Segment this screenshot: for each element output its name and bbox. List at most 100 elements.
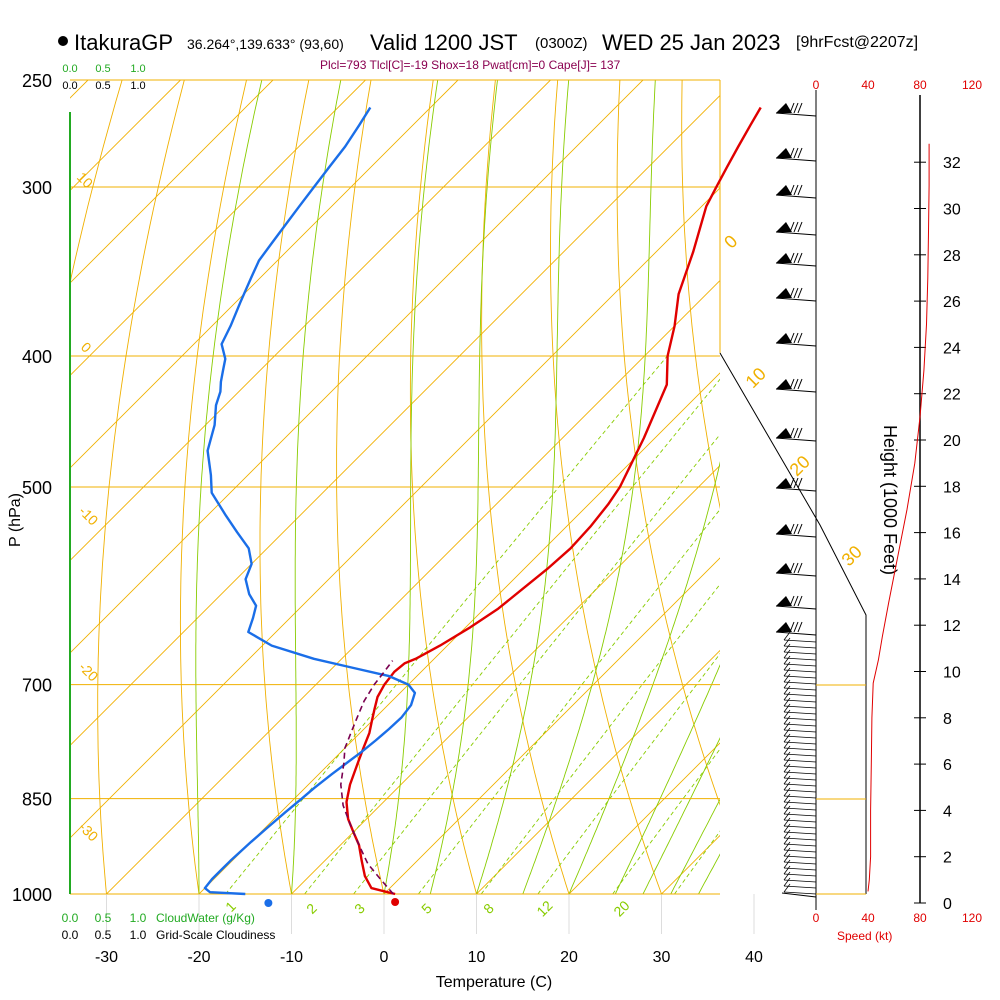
dry-adiabat — [616, 80, 720, 806]
wind-barb-low — [783, 879, 817, 883]
wind-barb-low — [783, 831, 817, 835]
height-tick-label: 24 — [943, 340, 961, 357]
wind-barb-flag — [789, 562, 795, 574]
wind-barb-pennant — [776, 222, 792, 232]
wind-barb-flag — [789, 252, 795, 264]
wind-barb-low-flag — [783, 877, 791, 887]
dry-adiabat — [409, 80, 477, 894]
wind-barb-low-flag — [783, 721, 791, 731]
wind-barb-flag — [797, 147, 803, 159]
wind-barb-low — [783, 747, 817, 751]
temperature-tick-label: 10 — [468, 949, 486, 966]
wind-barb-flag — [789, 184, 795, 196]
mixing-ratio-label: 3 — [351, 900, 368, 917]
cloudwater-scale-top: 0.0 — [62, 63, 77, 75]
height-axis-title: Height (1000 Feet) — [880, 425, 900, 575]
height-tick-label: 4 — [943, 803, 952, 820]
wind-barb-pennant — [776, 103, 792, 113]
wind-barb-pennant — [776, 185, 792, 195]
wind-barb-low — [783, 759, 817, 763]
dry-adiabat-label: 10 — [74, 169, 96, 191]
wind-barb-low-flag — [783, 631, 791, 641]
speed-axis-title: Speed (kt) — [837, 929, 892, 943]
wind-barb-low-flag — [783, 757, 791, 767]
wind-panel-outline — [719, 352, 867, 894]
station-coords: 36.264°,139.633° (93,60) — [187, 36, 344, 52]
dry-adiabat — [681, 80, 720, 510]
wind-barb-flag — [797, 562, 803, 574]
parcel-line — [339, 660, 394, 895]
wind-barb-flag — [793, 378, 799, 390]
wind-barb-low — [783, 729, 817, 733]
wind-barb-flag — [789, 378, 795, 390]
wind-barb-flag — [789, 332, 795, 344]
wind-barb-low-flag — [783, 751, 791, 761]
wind-barb-low — [783, 849, 817, 853]
wind-barb-shaft — [775, 194, 817, 199]
wind-barb-low-flag — [783, 709, 791, 719]
wind-barb-flag — [793, 184, 799, 196]
speed-tick-bottom: 120 — [962, 911, 982, 925]
wind-barb-flag — [793, 595, 799, 607]
cloudiness-scale-bottom: 1.0 — [130, 928, 147, 942]
cloudwater-scale-bottom: 0.0 — [62, 911, 79, 925]
wind-barb-pennant — [776, 478, 792, 488]
wind-barb-pennant — [776, 524, 792, 534]
wind-barb-flag — [793, 427, 799, 439]
wind-barb-shaft — [775, 572, 817, 577]
wind-barb-flag — [793, 287, 799, 299]
wind-barb-low — [783, 885, 817, 889]
speed-tick-top: 40 — [861, 78, 875, 92]
wind-barb-low-flag — [783, 871, 791, 881]
speed-tick-bottom: 0 — [813, 911, 820, 925]
utc-time: (0300Z) — [535, 35, 588, 52]
wind-barb-flag — [793, 102, 799, 114]
wind-barb-low-flag — [783, 859, 791, 869]
station-bullet — [58, 36, 68, 46]
height-tick-label: 16 — [943, 526, 961, 543]
speed-tick-bottom: 40 — [861, 911, 875, 925]
cloud-water-dot — [264, 899, 273, 907]
wind-barb-low — [783, 639, 817, 643]
wind-barb-flag — [797, 221, 803, 233]
wind-barb-shaft — [775, 262, 817, 267]
wind-barb-low — [783, 753, 817, 757]
wind-barb-shaft — [775, 112, 817, 117]
wind-barb-low — [783, 825, 817, 829]
wind-barb-low-flag — [783, 649, 791, 659]
wind-barb-low — [783, 843, 817, 847]
wind-barb-low — [783, 693, 817, 697]
wind-barb-low — [783, 855, 817, 859]
mixing-ratio-label: 20 — [610, 897, 632, 919]
wind-barb-flag — [793, 332, 799, 344]
moist-adiabat-label: 30 — [838, 542, 866, 570]
wind-barb-pennant — [776, 148, 792, 158]
grid-layer — [70, 56, 1000, 894]
dry-adiabat-label: -10 — [76, 503, 102, 529]
height-tick-label: 14 — [943, 572, 961, 589]
pressure-tick-label: 700 — [22, 676, 52, 696]
wind-barb-low — [783, 771, 817, 775]
wind-barb-low — [783, 735, 817, 739]
wind-barb-shaft — [775, 231, 817, 236]
wind-barb-low — [783, 723, 817, 727]
surface-temperature-dot — [391, 898, 400, 906]
height-tick-label: 26 — [943, 294, 961, 311]
wind-barb-low — [783, 837, 817, 841]
wind-barb-low — [783, 741, 817, 745]
wind-barb-pennant — [776, 288, 792, 298]
height-tick-label: 10 — [943, 665, 961, 682]
mixing-ratio-line — [225, 355, 668, 894]
wind-barb-pennant — [776, 622, 792, 632]
dry-adiabat — [806, 56, 1000, 894]
wind-barb-low — [783, 807, 817, 811]
wind-barb-flag — [797, 595, 803, 607]
wind-barb-flag — [789, 147, 795, 159]
wind-barb-low-flag — [783, 817, 791, 827]
dry-adiabat — [929, 56, 1000, 894]
mixing-ratio-label: 5 — [418, 900, 435, 917]
mixing-ratio-line — [480, 583, 720, 894]
wind-barb-low-flag — [783, 733, 791, 743]
wind-barb-low — [783, 699, 817, 703]
